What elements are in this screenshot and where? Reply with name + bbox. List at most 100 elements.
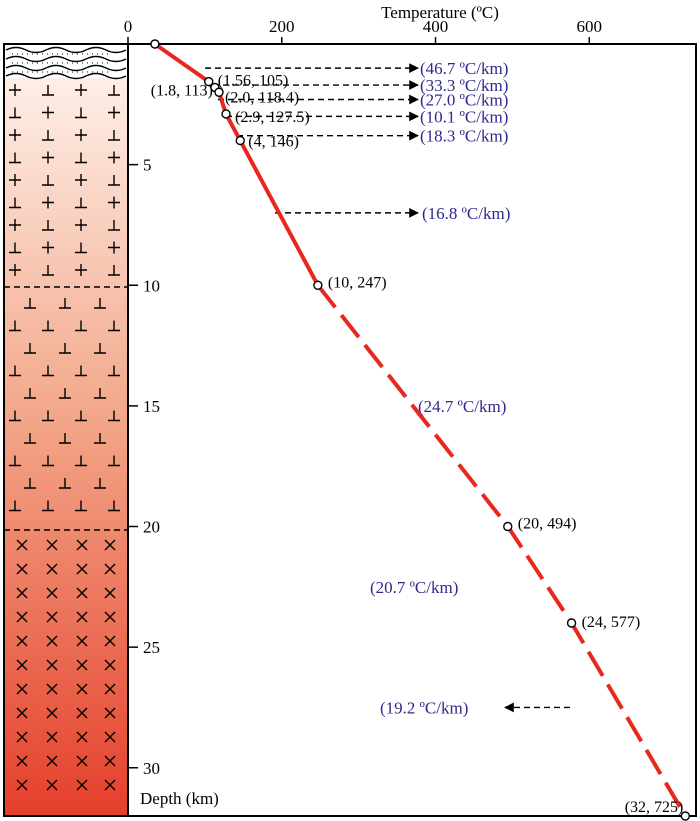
diorite-symbol	[9, 197, 21, 209]
diorite-symbol	[9, 410, 21, 422]
diorite-symbol	[108, 320, 120, 332]
point-label: (2.9, 127.5)	[235, 109, 310, 126]
point-label: (1.8, 113)	[151, 82, 213, 99]
gradient-annotations: (46.7 ºC/km)(33.3 ºC/km)(27.0 ºC/km)(10.…	[205, 59, 570, 717]
y-tick-label: 15	[143, 397, 160, 416]
gabbro-symbol	[46, 635, 58, 647]
data-point	[150, 39, 160, 49]
diorite-symbol	[108, 365, 120, 377]
granite-symbol	[9, 129, 21, 141]
diorite-symbol	[94, 388, 106, 399]
data-point	[313, 280, 323, 290]
x-tick-label: 600	[577, 17, 603, 36]
gabbro-symbol	[16, 683, 28, 695]
gabbro-symbol	[76, 611, 88, 623]
diorite-symbol	[75, 152, 87, 164]
diorite-symbol	[94, 478, 106, 489]
gabbro-symbol	[16, 731, 28, 743]
diorite-symbol	[94, 298, 106, 309]
gabbro-symbol	[76, 779, 88, 791]
granite-symbol	[42, 196, 54, 209]
diorite-symbol	[59, 343, 71, 354]
diorite-symbol	[75, 410, 87, 422]
diorite-symbol	[75, 197, 87, 209]
gabbro-symbol	[46, 539, 58, 551]
gradient-label: (10.1 ºC/km)	[420, 107, 508, 126]
gabbro-symbol	[104, 611, 116, 623]
granite-symbol	[108, 241, 120, 254]
point-label: (24, 577)	[582, 614, 641, 631]
gabbro-symbol	[16, 635, 28, 647]
gabbro-symbol	[104, 563, 116, 575]
gabbro-symbol	[16, 659, 28, 671]
gabbro-symbol	[46, 587, 58, 599]
diorite-symbol	[75, 107, 87, 119]
point-labels: (1.56, 105) (1.8, 113) (2.0, 118.4) (2.9, 1…	[151, 73, 684, 816]
data-point	[214, 87, 224, 97]
diorite-symbol	[75, 320, 87, 332]
diorite-symbol	[42, 265, 54, 276]
gabbro-symbol	[76, 539, 88, 551]
gabbro-symbol	[104, 587, 116, 599]
gabbro-symbol	[46, 707, 58, 719]
diorite-symbol	[9, 320, 21, 332]
diorite-symbol	[42, 500, 54, 512]
gabbro-symbol	[104, 779, 116, 791]
diorite-symbol	[108, 410, 120, 422]
granite-symbol	[9, 264, 21, 276]
granite-symbol	[75, 129, 87, 141]
granite-symbol	[75, 219, 87, 231]
point-label: (20, 494)	[518, 516, 577, 533]
diorite-symbol	[59, 388, 71, 399]
diorite-symbol	[42, 130, 54, 141]
gabbro-symbol	[16, 587, 28, 599]
diorite-symbol	[108, 500, 120, 512]
gabbro-symbol	[104, 707, 116, 719]
gabbro-symbol	[16, 779, 28, 791]
diorite-symbol	[59, 298, 71, 309]
y-tick-label: 10	[143, 276, 160, 295]
gabbro-symbol	[76, 563, 88, 575]
gabbro-symbol	[104, 731, 116, 743]
diorite-symbol	[75, 242, 87, 254]
diorite-symbol	[9, 500, 21, 512]
y-tick-label: 5	[143, 156, 152, 175]
gabbro-symbol	[104, 683, 116, 695]
y-tick-label: 25	[143, 638, 160, 657]
data-point	[235, 135, 245, 146]
gabbro-symbol	[104, 659, 116, 671]
gabbro-symbol	[46, 563, 58, 575]
geotherm-dashed-line	[316, 284, 688, 818]
granite-symbol	[108, 151, 120, 164]
gabbro-symbol	[76, 731, 88, 743]
diorite-symbol	[24, 433, 36, 444]
diorite-symbol	[9, 242, 21, 254]
diorite-symbol	[42, 365, 54, 377]
gabbro-symbol	[76, 683, 88, 695]
gabbro-symbol	[76, 755, 88, 767]
diorite-symbol	[9, 365, 21, 377]
y-axis-title: Depth (km)	[140, 789, 219, 808]
diorite-symbol	[108, 455, 120, 467]
diorite-symbol	[108, 85, 120, 96]
gradient-label: (46.7 ºC/km)	[420, 59, 508, 78]
granite-symbol	[108, 106, 120, 119]
diorite-symbol	[108, 220, 120, 231]
granite-symbol	[42, 106, 54, 119]
gabbro-symbol	[46, 611, 58, 623]
gabbro-symbol	[46, 683, 58, 695]
gabbro-symbol	[16, 563, 28, 575]
diorite-symbol	[24, 388, 36, 399]
gradient-label: (18.3 ºC/km)	[420, 127, 508, 146]
y-tick-label: 20	[143, 518, 160, 537]
gradient-label: (27.0 ºC/km)	[420, 90, 508, 109]
column-fill	[4, 44, 128, 816]
gabbro-symbol	[16, 707, 28, 719]
granite-symbol	[9, 219, 21, 231]
diorite-symbol	[42, 220, 54, 231]
lithology-symbols	[9, 84, 120, 791]
gabbro-symbol	[104, 635, 116, 647]
diorite-symbol	[24, 343, 36, 354]
point-label: (4, 146)	[248, 134, 299, 151]
